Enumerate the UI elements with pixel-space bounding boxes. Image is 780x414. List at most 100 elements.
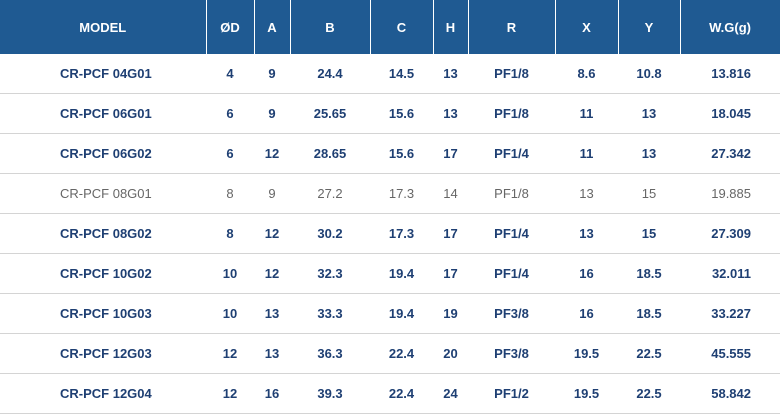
cell-x: 19.5 bbox=[555, 373, 618, 414]
cell-od: 10 bbox=[206, 253, 254, 294]
cell-b: 28.65 bbox=[290, 133, 370, 174]
cell-wg: 19.885 bbox=[680, 173, 780, 214]
table-row: CR-PCF 04G01 4 9 24.4 14.5 13 PF1/8 8.6 10.8 13.8… bbox=[0, 54, 780, 94]
cell-c: 22.4 bbox=[370, 333, 433, 374]
header-row: MODEL ØD A B C H R X Y W.G(g) bbox=[0, 0, 780, 54]
cell-y: 13 bbox=[618, 93, 680, 134]
cell-c: 15.6 bbox=[370, 93, 433, 134]
cell-od: 8 bbox=[206, 173, 254, 214]
cell-r: PF1/4 bbox=[468, 133, 555, 174]
cell-h: 13 bbox=[433, 93, 468, 134]
cell-a: 16 bbox=[254, 373, 290, 414]
cell-c: 17.3 bbox=[370, 213, 433, 254]
table-row: CR-PCF 06G02 6 12 28.65 15.6 17 PF1/4 11 13 27.34… bbox=[0, 133, 780, 174]
column-header-c: C bbox=[370, 0, 434, 54]
cell-od: 4 bbox=[206, 54, 254, 94]
cell-wg: 27.342 bbox=[680, 133, 780, 174]
cell-r: PF1/4 bbox=[468, 213, 555, 254]
cell-y: 22.5 bbox=[618, 333, 680, 374]
cell-a: 12 bbox=[254, 133, 290, 174]
table-row: CR-PCF 12G04 12 16 39.3 22.4 24 PF1/2 19.5 22.5 5… bbox=[0, 373, 780, 414]
cell-h: 20 bbox=[433, 333, 468, 374]
cell-x: 16 bbox=[555, 253, 618, 294]
cell-model: CR-PCF 08G01 bbox=[0, 173, 206, 214]
cell-x: 8.6 bbox=[555, 54, 618, 94]
column-header-y: Y bbox=[618, 0, 681, 54]
cell-wg: 33.227 bbox=[680, 293, 780, 334]
cell-wg: 27.309 bbox=[680, 213, 780, 254]
column-header-b: B bbox=[290, 0, 371, 54]
cell-y: 15 bbox=[618, 213, 680, 254]
cell-a: 9 bbox=[254, 54, 290, 94]
cell-r: PF1/8 bbox=[468, 54, 555, 94]
cell-r: PF3/8 bbox=[468, 333, 555, 374]
cell-model: CR-PCF 06G01 bbox=[0, 93, 206, 134]
cell-b: 25.65 bbox=[290, 93, 370, 134]
column-header-wg: W.G(g) bbox=[680, 0, 780, 54]
cell-x: 13 bbox=[555, 173, 618, 214]
cell-h: 19 bbox=[433, 293, 468, 334]
cell-od: 6 bbox=[206, 133, 254, 174]
cell-wg: 32.011 bbox=[680, 253, 780, 294]
cell-wg: 45.555 bbox=[680, 333, 780, 374]
table-header: MODEL ØD A B C H R X Y W.G(g) bbox=[0, 0, 780, 54]
cell-b: 30.2 bbox=[290, 213, 370, 254]
cell-model: CR-PCF 06G02 bbox=[0, 133, 206, 174]
cell-wg: 13.816 bbox=[680, 54, 780, 94]
cell-h: 13 bbox=[433, 54, 468, 94]
table-body: CR-PCF 04G01 4 9 24.4 14.5 13 PF1/8 8.6 10.8 13.8… bbox=[0, 54, 780, 414]
cell-h: 17 bbox=[433, 133, 468, 174]
cell-b: 32.3 bbox=[290, 253, 370, 294]
table-row: CR-PCF 08G02 8 12 30.2 17.3 17 PF1/4 13 15 27.309 bbox=[0, 213, 780, 254]
cell-r: PF3/8 bbox=[468, 293, 555, 334]
column-header-h: H bbox=[433, 0, 469, 54]
cell-y: 22.5 bbox=[618, 373, 680, 414]
cell-od: 8 bbox=[206, 213, 254, 254]
table-row: CR-PCF 10G02 10 12 32.3 19.4 17 PF1/4 16 18.5 32.… bbox=[0, 253, 780, 294]
cell-od: 6 bbox=[206, 93, 254, 134]
cell-h: 17 bbox=[433, 253, 468, 294]
cell-wg: 58.842 bbox=[680, 373, 780, 414]
cell-a: 13 bbox=[254, 333, 290, 374]
cell-r: PF1/2 bbox=[468, 373, 555, 414]
cell-a: 9 bbox=[254, 93, 290, 134]
cell-model: CR-PCF 12G03 bbox=[0, 333, 206, 374]
cell-model: CR-PCF 10G03 bbox=[0, 293, 206, 334]
cell-y: 18.5 bbox=[618, 253, 680, 294]
cell-h: 24 bbox=[433, 373, 468, 414]
cell-x: 13 bbox=[555, 213, 618, 254]
cell-wg: 18.045 bbox=[680, 93, 780, 134]
cell-b: 39.3 bbox=[290, 373, 370, 414]
cell-b: 27.2 bbox=[290, 173, 370, 214]
cell-x: 11 bbox=[555, 133, 618, 174]
cell-model: CR-PCF 08G02 bbox=[0, 213, 206, 254]
cell-c: 15.6 bbox=[370, 133, 433, 174]
cell-y: 15 bbox=[618, 173, 680, 214]
cell-a: 12 bbox=[254, 213, 290, 254]
cell-b: 36.3 bbox=[290, 333, 370, 374]
cell-a: 13 bbox=[254, 293, 290, 334]
column-header-r: R bbox=[468, 0, 556, 54]
cell-r: PF1/4 bbox=[468, 253, 555, 294]
cell-c: 14.5 bbox=[370, 54, 433, 94]
column-header-x: X bbox=[555, 0, 619, 54]
cell-model: CR-PCF 10G02 bbox=[0, 253, 206, 294]
cell-x: 16 bbox=[555, 293, 618, 334]
cell-y: 13 bbox=[618, 133, 680, 174]
cell-c: 17.3 bbox=[370, 173, 433, 214]
cell-od: 12 bbox=[206, 333, 254, 374]
cell-b: 24.4 bbox=[290, 54, 370, 94]
cell-y: 18.5 bbox=[618, 293, 680, 334]
column-header-od: ØD bbox=[206, 0, 255, 54]
cell-od: 12 bbox=[206, 373, 254, 414]
cell-a: 9 bbox=[254, 173, 290, 214]
cell-a: 12 bbox=[254, 253, 290, 294]
cell-model: CR-PCF 04G01 bbox=[0, 54, 206, 94]
cell-od: 10 bbox=[206, 293, 254, 334]
cell-b: 33.3 bbox=[290, 293, 370, 334]
cell-x: 11 bbox=[555, 93, 618, 134]
cell-y: 10.8 bbox=[618, 54, 680, 94]
table-row: CR-PCF 08G01 8 9 27.2 17.3 14 PF1/8 13 15 19.885 bbox=[0, 173, 780, 214]
table-row: CR-PCF 06G01 6 9 25.65 15.6 13 PF1/8 11 13 18.045 bbox=[0, 93, 780, 134]
